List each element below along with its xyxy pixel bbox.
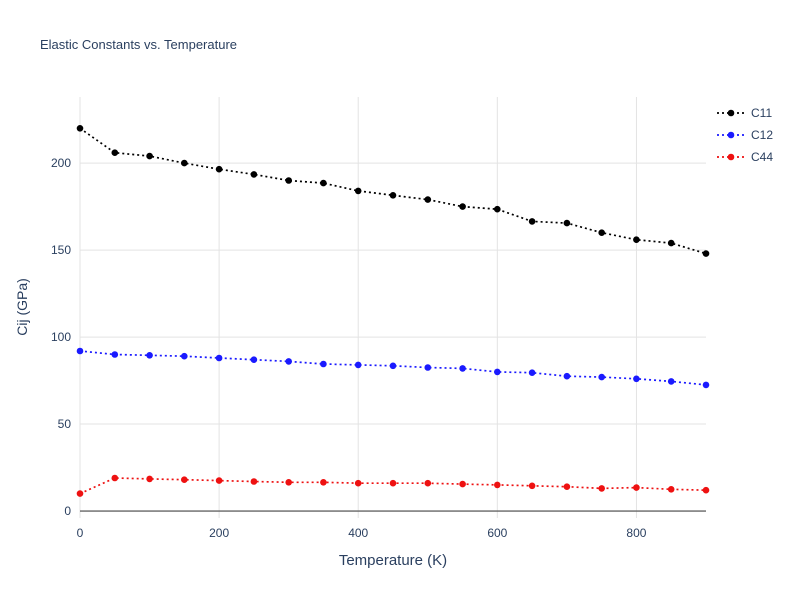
series-marker-C44 <box>181 476 188 484</box>
series-marker-C12 <box>76 347 84 355</box>
legend-item-C12[interactable]: C12 <box>716 124 773 146</box>
y-axis-label: Cij (GPa) <box>14 278 30 336</box>
series-marker-C44 <box>389 479 397 487</box>
series-marker-C11 <box>320 179 327 187</box>
series-marker-C44 <box>702 486 710 494</box>
series-marker-C11 <box>146 152 153 160</box>
series-marker-C11 <box>598 229 605 236</box>
y-tick-label: 150 <box>51 243 71 257</box>
series-marker-C44 <box>633 484 640 491</box>
series-marker-C11 <box>215 165 223 173</box>
legend-item-C11[interactable]: C11 <box>716 102 773 124</box>
series-marker-C12 <box>633 375 640 383</box>
x-tick-label: 400 <box>348 526 368 540</box>
series-marker-C11 <box>528 218 536 225</box>
series-marker-C12 <box>181 352 188 360</box>
x-axis-label: Temperature (K) <box>338 552 448 569</box>
series-marker-C11 <box>424 196 432 203</box>
series-marker-C11 <box>459 203 466 210</box>
series-marker-C44 <box>320 479 327 486</box>
series-marker-C44 <box>424 479 432 487</box>
series-marker-C11 <box>702 250 710 257</box>
legend-label: C11 <box>751 106 773 120</box>
legend-swatch-icon <box>717 153 745 161</box>
series-marker-C11 <box>111 149 119 156</box>
series-marker-C11 <box>285 177 293 184</box>
y-tick-label: 100 <box>51 330 71 344</box>
series-marker-C11 <box>76 125 84 132</box>
series-marker-C12 <box>424 364 432 371</box>
series-marker-C44 <box>354 479 362 487</box>
series-marker-C44 <box>528 482 536 490</box>
legend: C11 C12 C44 <box>716 102 773 168</box>
series-line-C11 <box>79 127 707 255</box>
series-marker-C11 <box>389 192 397 199</box>
x-tick-label: 200 <box>209 526 229 540</box>
y-tick-label: 200 <box>51 156 71 170</box>
series-marker-C44 <box>76 490 84 497</box>
series-marker-C11 <box>667 239 675 247</box>
series-marker-C44 <box>494 481 501 489</box>
series-marker-C12 <box>563 372 571 380</box>
series-marker-C12 <box>598 373 605 381</box>
series-marker-C44 <box>667 486 675 493</box>
x-tick-label: 800 <box>626 526 646 540</box>
y-tick-label: 0 <box>64 504 71 518</box>
series-marker-C44 <box>111 474 119 482</box>
series-marker-C44 <box>146 475 153 483</box>
legend-label: C12 <box>751 128 774 142</box>
series-marker-C11 <box>181 159 188 167</box>
series-marker-C44 <box>285 479 293 486</box>
series-marker-C44 <box>598 485 605 492</box>
series-marker-C11 <box>354 187 362 195</box>
series-marker-C11 <box>633 236 640 243</box>
series-marker-C44 <box>250 478 258 485</box>
series-marker-C12 <box>389 362 397 370</box>
series-marker-C11 <box>563 219 571 227</box>
series-marker-C11 <box>250 171 258 178</box>
legend-label: C44 <box>751 150 774 164</box>
series-marker-C44 <box>459 480 466 488</box>
series-marker-C12 <box>528 369 536 377</box>
legend-swatch-icon <box>717 131 745 139</box>
x-tick-label: 600 <box>487 526 507 540</box>
series-marker-C12 <box>111 351 119 358</box>
legend-item-C44[interactable]: C44 <box>716 146 773 168</box>
legend-swatch-icon <box>717 109 745 117</box>
chart-title: Elastic Constants vs. Temperature <box>40 37 238 52</box>
series-marker-C12 <box>494 368 501 376</box>
x-tick-label: 0 <box>77 526 84 540</box>
series-marker-C12 <box>459 365 466 372</box>
series-marker-C12 <box>354 361 362 369</box>
series-marker-C12 <box>146 352 153 359</box>
series-marker-C12 <box>320 360 327 368</box>
series-marker-C11 <box>494 205 501 213</box>
series-marker-C12 <box>667 378 675 385</box>
series-marker-C12 <box>285 358 293 365</box>
y-tick-label: 50 <box>58 417 72 431</box>
series-marker-C12 <box>702 381 710 389</box>
series-marker-C12 <box>250 356 258 364</box>
series-marker-C44 <box>215 477 223 484</box>
series-marker-C12 <box>215 354 223 362</box>
series-marker-C44 <box>563 483 571 491</box>
